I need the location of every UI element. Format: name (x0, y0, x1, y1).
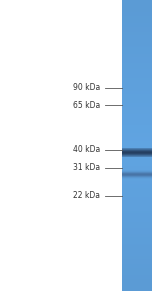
Text: 31 kDa: 31 kDa (73, 164, 100, 173)
Text: 22 kDa: 22 kDa (73, 191, 100, 200)
Text: 40 kDa: 40 kDa (73, 146, 100, 155)
Text: 65 kDa: 65 kDa (73, 100, 100, 109)
Text: 90 kDa: 90 kDa (73, 84, 100, 93)
